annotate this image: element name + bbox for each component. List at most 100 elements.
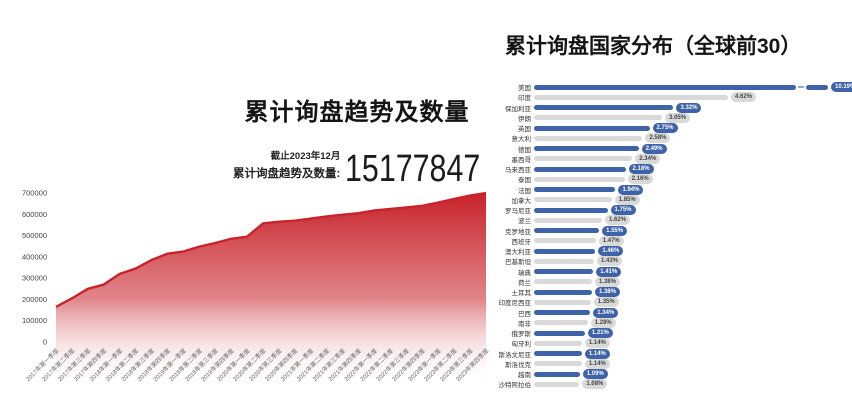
bar — [534, 381, 580, 387]
country-label: 墨西哥 — [511, 156, 532, 164]
bar — [534, 94, 729, 100]
country-label: 保加利亚 — [505, 105, 531, 113]
bar-break-segment — [806, 84, 828, 90]
country-label: 克罗地亚 — [505, 228, 531, 236]
country-bar-row: 巴基斯坦 1.43% — [494, 256, 852, 267]
country-label: 罗马尼亚 — [505, 208, 531, 216]
country-label: 瑞典 — [518, 269, 531, 277]
value-badge: 1.43% — [597, 256, 623, 267]
value-badge: 1.38% — [594, 287, 620, 298]
country-label: 巴基斯坦 — [505, 259, 531, 267]
total-inquiries-value: 15177847 — [345, 147, 481, 190]
country-bar-row: 美国 10.19% — [494, 82, 852, 93]
y-axis-tick-label: 400000 — [22, 252, 47, 261]
bar — [534, 217, 603, 223]
country-label: 法国 — [518, 187, 531, 195]
y-axis-tick-label: 200000 — [22, 295, 47, 304]
country-label: 西班牙 — [511, 238, 532, 246]
total-inquiries-block: 截止2023年12月 累计询盘趋势及数量: 15177847 — [233, 147, 514, 190]
bar-track: 3.05% — [534, 112, 691, 123]
bar — [534, 166, 626, 172]
bar — [534, 156, 633, 162]
axis-break-dash — [798, 86, 804, 88]
value-badge: 2.18% — [628, 164, 654, 175]
bar — [534, 105, 674, 111]
bar — [534, 115, 663, 121]
bar-track: 1.34% — [534, 307, 619, 318]
bar-track: 1.47% — [534, 235, 624, 246]
country-bar-row: 印度 4.62% — [494, 92, 852, 103]
value-badge: 1.85% — [614, 194, 640, 205]
bar — [534, 279, 592, 285]
bar-track: 1.09% — [534, 369, 608, 380]
bar-track: 1.94% — [534, 184, 644, 195]
country-bar-row: 印度尼西亚 1.35% — [494, 297, 852, 308]
country-label: 越南 — [518, 372, 531, 380]
country-bar-row: 沙特阿拉伯 1.08% — [494, 379, 852, 390]
bar-track: 4.62% — [534, 92, 757, 103]
value-badge: 1.34% — [593, 307, 619, 318]
y-axis-tick-label: 600000 — [22, 210, 47, 219]
country-bar-row: 土耳其 1.38% — [494, 287, 852, 298]
value-badge: 3.05% — [665, 112, 691, 123]
country-bar-row: 克罗地亚 1.55% — [494, 225, 852, 236]
bar-track: 1.28% — [534, 317, 616, 328]
value-badge: 1.35% — [593, 297, 619, 308]
country-bar-row: 西班牙 1.47% — [494, 235, 852, 246]
value-badge: 1.94% — [618, 184, 644, 195]
bar — [534, 361, 582, 367]
bar — [534, 146, 639, 152]
value-badge: 2.49% — [641, 143, 667, 154]
country-bar-row: 巴西 1.34% — [494, 307, 852, 318]
trend-area-chart: 0 100000 200000 300000 400000 500000 600000 700… — [22, 189, 490, 387]
bar — [534, 258, 595, 264]
bar-track: 1.55% — [534, 225, 628, 236]
value-badge: 2.75% — [652, 123, 678, 134]
country-label: 印度 — [518, 95, 531, 103]
bar-track: 1.41% — [534, 266, 622, 277]
total-inquiries-label: 累计询盘趋势及数量: — [233, 168, 341, 180]
bar — [534, 320, 588, 326]
bar — [534, 351, 582, 357]
bar-track: 1.21% — [534, 328, 613, 339]
area-fill — [56, 193, 486, 387]
bar-track: 1.35% — [534, 297, 619, 308]
country-bar-row: 加拿大 1.85% — [494, 194, 852, 205]
bar-track: 2.58% — [534, 133, 671, 144]
value-badge: 1.14% — [584, 338, 610, 349]
asof-date-label: 截止2023年12月 — [270, 151, 341, 162]
country-bar-row: 保加利亚 3.32% — [494, 102, 852, 113]
trend-area-plot: 0 100000 200000 300000 400000 500000 600000 700… — [22, 189, 490, 387]
value-badge: 1.46% — [598, 246, 624, 257]
country-label: 泰国 — [518, 177, 531, 185]
bar-track: 2.49% — [534, 143, 667, 154]
value-badge: 1.38% — [594, 276, 620, 287]
bar-track: 1.08% — [534, 379, 608, 390]
bar-track: 2.34% — [534, 153, 661, 164]
bar — [534, 310, 591, 316]
country-bar-row: 罗马尼亚 1.75% — [494, 205, 852, 216]
country-label: 南非 — [518, 320, 531, 328]
bar — [534, 197, 612, 203]
value-badge: 10.19% — [831, 82, 852, 93]
value-badge: 2.16% — [627, 174, 653, 185]
value-badge: 1.14% — [584, 348, 610, 359]
country-bar-row: 墨西哥 2.34% — [494, 153, 852, 164]
value-badge: 1.14% — [584, 358, 610, 369]
value-badge: 1.21% — [587, 328, 613, 339]
country-label: 巴西 — [518, 310, 531, 318]
bar — [534, 84, 796, 90]
country-bar-row: 澳大利亚 1.46% — [494, 246, 852, 257]
y-axis-tick-label: 300000 — [22, 274, 47, 283]
bar — [534, 238, 596, 244]
country-bar-row: 瑞典 1.41% — [494, 266, 852, 277]
country-bar-row: 意大利 2.58% — [494, 133, 852, 144]
bar-track: 1.85% — [534, 194, 640, 205]
value-badge: 3.32% — [676, 102, 702, 113]
country-bar-row: 斯洛伐克 1.14% — [494, 358, 852, 369]
country-label: 波兰 — [518, 218, 531, 226]
country-label: 土耳其 — [511, 290, 532, 298]
country-label: 匈牙利 — [511, 341, 532, 349]
value-badge: 2.58% — [645, 133, 671, 144]
bar-track: 1.75% — [534, 205, 636, 216]
